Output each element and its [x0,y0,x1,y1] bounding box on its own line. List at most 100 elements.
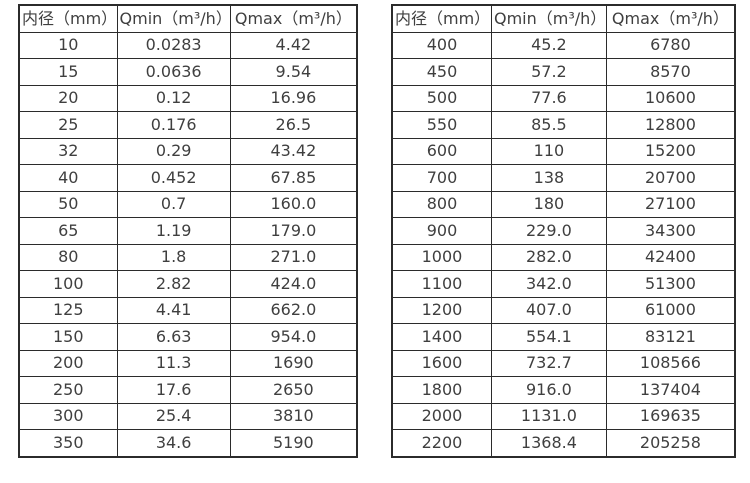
table-row: 2000 1131.0 169635 [391,402,736,430]
table-row: 1400 554.1 83121 [391,323,736,351]
cell-diameter: 32 [18,137,118,165]
cell-qmin: 57.2 [490,58,607,86]
cell-qmax: 12800 [605,111,736,139]
table-row: 450 57.2 8570 [391,58,736,86]
cell-qmin: 342.0 [490,270,607,298]
cell-qmax: 662.0 [229,296,358,324]
table-row: 900 229.0 34300 [391,217,736,245]
table-row: 150 6.63 954.0 [18,323,358,351]
cell-qmin: 138 [490,164,607,192]
cell-qmax: 27100 [605,190,736,218]
cell-diameter: 1100 [391,270,492,298]
table-body: 10 0.0283 4.42 15 0.0636 9.54 20 0.12 16.96 25 0.1… [18,31,358,457]
flow-rate-table-right: 内径（mm） Qmin（m³/h） Qmax（m³/h） 400 45.2 6780… [391,4,736,458]
table-row: 125 4.41 662.0 [18,296,358,324]
cell-diameter: 800 [391,190,492,218]
cell-diameter: 2000 [391,402,492,430]
cell-diameter: 1200 [391,296,492,324]
cell-qmax: 271.0 [229,243,358,271]
table-row: 15 0.0636 9.54 [18,58,358,86]
table-body: 400 45.2 6780 450 57.2 8570 500 77.6 10600 550 85.… [391,31,736,457]
table-header-row: 内径（mm） Qmin（m³/h） Qmax（m³/h） [18,4,358,33]
cell-qmin: 407.0 [490,296,607,324]
cell-qmax: 6780 [605,31,736,59]
cell-diameter: 300 [18,402,118,430]
table-row: 600 110 15200 [391,137,736,165]
cell-diameter: 350 [18,429,118,457]
cell-qmin: 77.6 [490,84,607,112]
cell-qmax: 51300 [605,270,736,298]
table-row: 50 0.7 160.0 [18,190,358,218]
table-row: 10 0.0283 4.42 [18,31,358,59]
cell-qmin: 45.2 [490,31,607,59]
header-qmin: Qmin（m³/h） [490,4,607,33]
header-inner-diameter: 内径（mm） [18,4,118,33]
cell-diameter: 125 [18,296,118,324]
table-row: 1000 282.0 42400 [391,243,736,271]
table-row: 400 45.2 6780 [391,31,736,59]
cell-diameter: 40 [18,164,118,192]
cell-diameter: 450 [391,58,492,86]
cell-qmin: 0.0636 [116,58,231,86]
cell-qmin: 0.0283 [116,31,231,59]
cell-qmin: 0.12 [116,84,231,112]
cell-qmax: 160.0 [229,190,358,218]
cell-qmax: 3810 [229,402,358,430]
cell-diameter: 80 [18,243,118,271]
cell-qmin: 85.5 [490,111,607,139]
cell-qmin: 0.29 [116,137,231,165]
cell-diameter: 1600 [391,349,492,377]
cell-qmin: 25.4 [116,402,231,430]
cell-qmin: 554.1 [490,323,607,351]
table-row: 40 0.452 67.85 [18,164,358,192]
cell-qmax: 16.96 [229,84,358,112]
cell-diameter: 400 [391,31,492,59]
table-row: 32 0.29 43.42 [18,137,358,165]
cell-qmax: 8570 [605,58,736,86]
cell-diameter: 15 [18,58,118,86]
cell-diameter: 25 [18,111,118,139]
cell-diameter: 500 [391,84,492,112]
table-row: 250 17.6 2650 [18,376,358,404]
cell-qmax: 83121 [605,323,736,351]
cell-qmax: 15200 [605,137,736,165]
header-qmax: Qmax（m³/h） [605,4,736,33]
table-row: 550 85.5 12800 [391,111,736,139]
header-inner-diameter: 内径（mm） [391,4,492,33]
cell-diameter: 700 [391,164,492,192]
table-row: 800 180 27100 [391,190,736,218]
cell-diameter: 20 [18,84,118,112]
cell-diameter: 1800 [391,376,492,404]
cell-qmin: 6.63 [116,323,231,351]
table-row: 350 34.6 5190 [18,429,358,457]
cell-qmin: 0.7 [116,190,231,218]
cell-diameter: 1400 [391,323,492,351]
table-row: 300 25.4 3810 [18,402,358,430]
cell-qmax: 42400 [605,243,736,271]
cell-diameter: 900 [391,217,492,245]
header-qmax: Qmax（m³/h） [229,4,358,33]
cell-qmax: 424.0 [229,270,358,298]
cell-diameter: 250 [18,376,118,404]
table-row: 1100 342.0 51300 [391,270,736,298]
cell-qmin: 1368.4 [490,429,607,457]
cell-diameter: 600 [391,137,492,165]
cell-qmin: 916.0 [490,376,607,404]
table-row: 80 1.8 271.0 [18,243,358,271]
cell-diameter: 65 [18,217,118,245]
cell-qmin: 180 [490,190,607,218]
cell-qmax: 169635 [605,402,736,430]
table-row: 2200 1368.4 205258 [391,429,736,457]
cell-qmin: 1131.0 [490,402,607,430]
table-header-row: 内径（mm） Qmin（m³/h） Qmax（m³/h） [391,4,736,33]
cell-qmin: 1.8 [116,243,231,271]
cell-qmin: 4.41 [116,296,231,324]
cell-qmin: 34.6 [116,429,231,457]
cell-qmax: 1690 [229,349,358,377]
cell-qmax: 20700 [605,164,736,192]
cell-qmin: 110 [490,137,607,165]
table-row: 1800 916.0 137404 [391,376,736,404]
cell-diameter: 550 [391,111,492,139]
cell-qmin: 11.3 [116,349,231,377]
